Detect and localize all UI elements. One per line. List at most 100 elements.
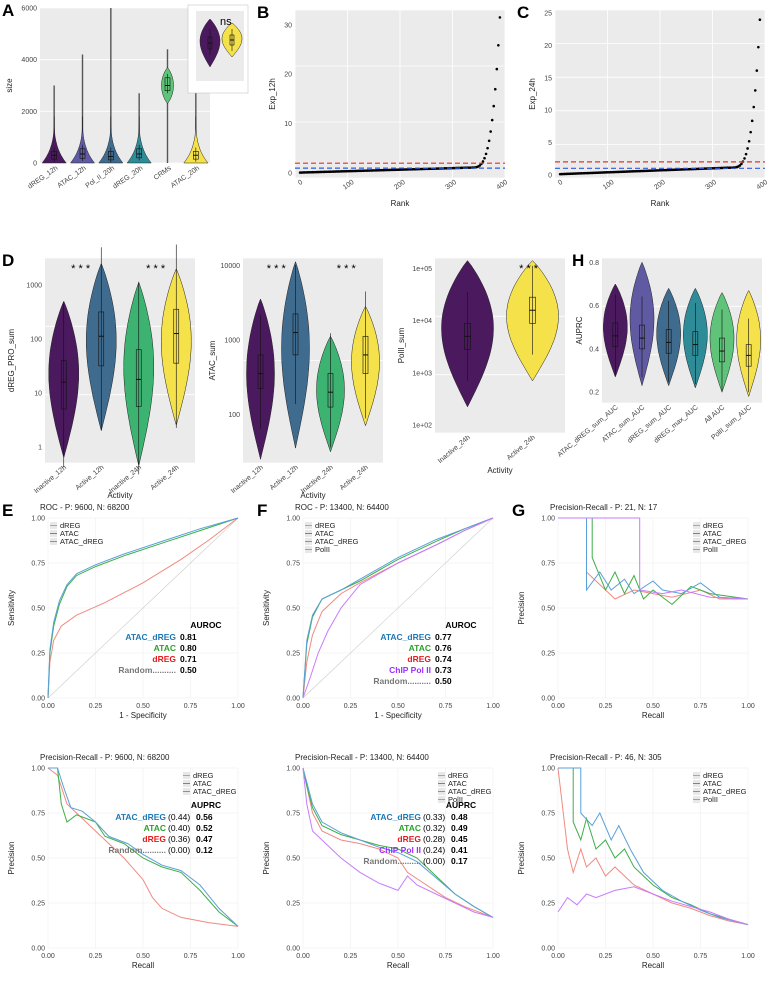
table-row-baseline: (0.28) <box>423 834 445 844</box>
x-tick-label: All AUC <box>703 404 726 425</box>
x-tick-label: Active_24h <box>506 434 537 462</box>
panel-label: A <box>2 1 14 20</box>
legend-item: dREG <box>448 771 469 780</box>
rank-point <box>746 147 749 150</box>
legend-item: PolII <box>448 795 463 804</box>
legend-item: ATAC <box>703 529 722 538</box>
table-row-name: dREG <box>142 834 166 844</box>
y-tick-label: 1e+02 <box>412 423 432 430</box>
y-tick-label: 1.00 <box>286 766 300 773</box>
y-tick-label: 0.6 <box>589 303 599 310</box>
rank-point <box>747 139 751 143</box>
panel-c-chart: C 0 5 10 15 20 25 0 100 200 300 400 Rank Exp_24h <box>517 3 770 208</box>
table-row-baseline: (0.44) <box>168 812 190 822</box>
x-tick-label: 0.00 <box>296 703 310 710</box>
y-axis-label: dREG_PRO_sum <box>7 329 16 392</box>
x-tick-label: 0.25 <box>599 953 613 960</box>
curve-ATAC <box>591 518 749 606</box>
y-axis-label: Exp_12h <box>268 78 277 110</box>
x-tick-label: 200 <box>653 179 667 191</box>
rank-point <box>753 89 757 92</box>
y-tick-label: 1.00 <box>286 516 300 523</box>
table-row-name: ATAC_dREG <box>115 812 166 822</box>
box <box>164 77 171 91</box>
y-tick-label: 0.00 <box>541 696 555 703</box>
panel-d-atac-chart: 100 1000 10000 ATAC_sum Inactive_12h Active_1… <box>208 257 383 500</box>
y-tick-label: 1e+05 <box>412 266 432 273</box>
y-tick-label: 30 <box>284 22 292 29</box>
box <box>719 337 725 363</box>
legend-item: ATAC <box>193 779 212 788</box>
table-row-baseline: (0.40) <box>168 823 190 833</box>
x-axis-label: 1 - Specificity <box>119 711 167 720</box>
y-axis-label: size <box>5 78 14 93</box>
x-tick-label: Inactive_12h <box>230 464 265 495</box>
y-tick-label: 0.8 <box>589 260 599 267</box>
box <box>108 151 114 161</box>
table-row-name: Random.......... <box>363 856 421 866</box>
rank-point <box>484 152 488 156</box>
x-tick-label: Active_12h <box>74 464 105 492</box>
table-row-value: 0.74 <box>435 654 452 664</box>
curve-ATAC <box>302 517 494 699</box>
y-tick-label: 0.00 <box>31 696 45 703</box>
y-axis-label: PolII_sum <box>397 327 406 363</box>
x-tick-label: 100 <box>602 179 616 191</box>
panel-g-pr: Precision-Recall - P: 21, N: 17 G 0.00 0.00… <box>510 500 765 735</box>
x-axis-label: Recall <box>642 961 664 970</box>
y-tick-label: 1.00 <box>541 766 555 773</box>
x-tick-label: 0 <box>297 179 304 187</box>
panel-e-roc-chart: ROC - P: 9600, N: 68200 E 0.000.00 0.25 0.25… <box>2 501 245 720</box>
plot-background <box>40 8 210 163</box>
x-tick-label: Active_12h <box>269 464 300 492</box>
y-tick-label: 25 <box>544 11 552 18</box>
rank-point <box>481 160 485 163</box>
y-tick-label: 0.75 <box>286 561 300 568</box>
significance: * * * <box>267 263 287 275</box>
x-axis-label: Activity <box>300 491 325 500</box>
y-tick-label: 0 <box>548 172 552 179</box>
y-tick-label: 0.25 <box>541 651 555 658</box>
violin-Pol_II_20h <box>98 116 124 164</box>
chart-title: Precision-Recall - P: 46, N: 305 <box>550 753 662 762</box>
x-tick-label: 400 <box>496 179 510 191</box>
panel-d-polii: 1e+02 1e+03 1e+04 1e+05 PolII_sum Inactive_24… <box>390 248 570 478</box>
panel-a: A 0 2000 4000 6000 size dREG_12h ATAC_12h Pol_II… <box>0 0 250 191</box>
curve-ATAC <box>48 767 239 927</box>
table-row-baseline: (0.32) <box>423 823 445 833</box>
rank-point <box>493 87 497 91</box>
curve-dREG <box>47 767 239 927</box>
x-axis-label: Activity <box>487 466 512 475</box>
x-tick-label: 0.25 <box>344 953 358 960</box>
table-row-value: 0.41 <box>451 845 468 855</box>
chart-title: ROC - P: 13400, N: 64400 <box>295 503 389 512</box>
x-tick-label: Inactive_12h <box>33 464 68 495</box>
rank-point <box>495 67 499 71</box>
y-tick-label: 1 <box>38 444 42 451</box>
y-tick-label: 20 <box>284 72 292 79</box>
box <box>98 311 105 367</box>
box <box>665 329 672 354</box>
legend-item: ATAC_dREG <box>703 537 747 546</box>
chart-title: Precision-Recall - P: 13400, N: 64400 <box>295 753 429 762</box>
y-tick-label: 1000 <box>224 338 240 345</box>
curve-ATAC_dREG <box>586 518 749 600</box>
x-tick-label: 400 <box>756 179 770 191</box>
legend-item: ATAC_dREG <box>315 537 359 546</box>
curve-ATAC_dREG <box>47 517 239 699</box>
y-tick-label: 0 <box>33 161 37 168</box>
x-tick-label: 0.50 <box>391 953 405 960</box>
y-tick-label: 0.50 <box>286 856 300 863</box>
y-tick-label: 0.75 <box>541 811 555 818</box>
table-row-value: 0.52 <box>196 823 213 833</box>
curve-PolII <box>558 517 749 600</box>
panel-g2-pr-chart: Precision-Recall - P: 46, N: 305 0.000.00… <box>517 753 755 970</box>
violin-ATAC_12h <box>70 116 95 164</box>
box <box>173 308 180 364</box>
table-row-name: dREG <box>407 654 431 664</box>
x-tick-label: 0.00 <box>551 953 565 960</box>
y-tick-label: 20 <box>544 43 552 50</box>
legend-item: ATAC_dREG <box>448 787 492 796</box>
